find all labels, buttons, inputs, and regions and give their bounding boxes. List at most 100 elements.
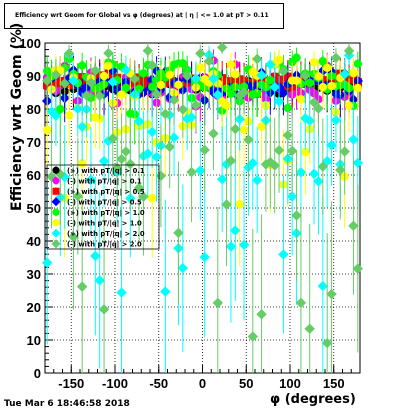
data-point — [295, 297, 307, 309]
data-point — [352, 263, 364, 274]
data-point — [125, 158, 136, 170]
data-point — [120, 146, 132, 157]
data-point — [195, 165, 206, 176]
data-point — [72, 190, 84, 202]
data-point — [212, 297, 224, 309]
data-point — [348, 134, 359, 145]
data-point — [196, 63, 205, 72]
data-point — [256, 309, 267, 320]
data-point — [292, 76, 301, 85]
data-point — [318, 57, 328, 66]
data-point — [94, 90, 105, 102]
x-tick-label: -50 — [149, 376, 168, 391]
data-point — [247, 157, 259, 169]
data-point — [349, 69, 358, 78]
data-point — [343, 45, 355, 57]
data-point — [77, 61, 87, 70]
legend-marker — [52, 187, 60, 195]
data-point — [221, 199, 232, 210]
data-point — [273, 96, 285, 107]
data-point — [63, 48, 75, 59]
data-point — [226, 60, 236, 69]
data-point — [81, 90, 92, 101]
data-point — [313, 103, 324, 114]
y-tick-label: 30 — [27, 267, 41, 282]
data-point — [186, 166, 197, 178]
chart-title-box: Efficiency wrt Geom for Global vs φ (deg… — [4, 3, 284, 29]
data-point — [146, 126, 158, 138]
data-point — [269, 81, 280, 93]
data-point — [251, 175, 263, 186]
data-point — [300, 70, 311, 81]
data-point — [41, 75, 53, 86]
data-point — [291, 210, 302, 221]
data-point — [90, 65, 101, 76]
legend-marker — [51, 197, 61, 207]
data-point — [230, 123, 241, 135]
data-point — [326, 139, 337, 151]
data-point — [256, 70, 267, 81]
data-point — [208, 128, 219, 139]
data-point — [186, 111, 197, 123]
y-tick-label: 10 — [27, 333, 41, 348]
data-point — [339, 146, 350, 157]
data-point — [257, 122, 266, 131]
data-point — [98, 304, 110, 315]
data-point — [68, 75, 79, 86]
data-point — [50, 69, 62, 81]
chart-title: Efficiency wrt Geom for Global vs φ (deg… — [15, 12, 269, 19]
legend-marker — [52, 208, 60, 216]
legend-label: (+) with pT/|q| > 0.5 — [67, 188, 145, 197]
data-point — [107, 76, 119, 88]
data-point — [266, 75, 275, 85]
data-point — [107, 133, 119, 144]
data-point — [76, 121, 88, 132]
data-point — [265, 59, 276, 70]
data-point — [238, 87, 250, 98]
data-point — [348, 220, 359, 232]
data-point — [252, 89, 262, 98]
data-point — [116, 287, 127, 298]
x-tick-label: 100 — [279, 376, 301, 391]
data-point — [174, 80, 183, 90]
data-point — [121, 83, 131, 93]
x-tick-label: 0 — [199, 376, 206, 391]
data-point — [317, 280, 329, 292]
data-point — [147, 82, 157, 92]
legend-label: (+) with pT/|q| > 2.0 — [67, 230, 145, 239]
y-tick-label: 60 — [27, 168, 41, 183]
data-point — [181, 113, 193, 124]
legend-marker — [52, 166, 60, 174]
data-point — [94, 275, 105, 286]
y-tick-label: 0 — [34, 366, 41, 381]
data-point — [216, 174, 228, 185]
data-point — [138, 191, 149, 202]
data-point — [344, 101, 354, 110]
data-point — [216, 42, 228, 53]
data-point — [295, 167, 307, 178]
data-point — [212, 89, 224, 100]
data-point — [68, 231, 79, 243]
data-point — [230, 225, 241, 236]
data-point — [104, 61, 113, 70]
data-point — [243, 134, 254, 145]
legend-marker — [51, 239, 61, 249]
legend-label: (-) with pT/|q| > 2.0 — [67, 240, 142, 249]
data-point — [177, 262, 189, 274]
timestamp: Tue Mar 6 18:46:58 2018 — [4, 399, 130, 409]
data-point — [301, 147, 310, 157]
data-point — [251, 53, 263, 65]
legend-marker — [52, 219, 60, 227]
data-point — [247, 331, 259, 342]
data-point — [72, 103, 84, 114]
data-point — [353, 83, 363, 93]
data-point — [103, 47, 114, 59]
data-point — [317, 161, 329, 172]
data-point — [322, 63, 332, 73]
data-point — [235, 200, 244, 209]
x-tick-label: 150 — [323, 376, 345, 391]
data-point — [273, 145, 285, 156]
data-point — [330, 114, 342, 126]
data-point — [190, 99, 202, 111]
